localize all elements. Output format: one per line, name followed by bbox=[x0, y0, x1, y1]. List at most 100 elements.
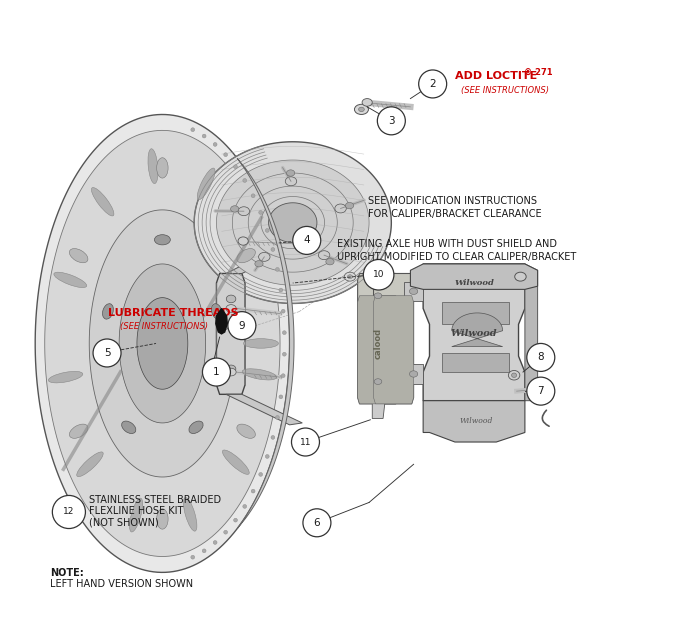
Polygon shape bbox=[404, 364, 423, 384]
Ellipse shape bbox=[48, 371, 83, 383]
Ellipse shape bbox=[224, 153, 228, 156]
Text: SEE MODIFICATION INSTRUCTIONS: SEE MODIFICATION INSTRUCTIONS bbox=[368, 196, 537, 206]
Text: NOTE:: NOTE: bbox=[50, 568, 83, 578]
Polygon shape bbox=[226, 394, 302, 425]
Polygon shape bbox=[119, 264, 206, 423]
Circle shape bbox=[527, 343, 555, 371]
Polygon shape bbox=[226, 242, 302, 273]
Polygon shape bbox=[194, 142, 391, 303]
Ellipse shape bbox=[197, 168, 215, 200]
Polygon shape bbox=[45, 130, 280, 556]
Ellipse shape bbox=[251, 194, 255, 198]
Ellipse shape bbox=[265, 228, 270, 232]
Ellipse shape bbox=[224, 530, 228, 534]
Ellipse shape bbox=[237, 424, 256, 438]
Circle shape bbox=[52, 495, 85, 529]
Text: (NOT SHOWN): (NOT SHOWN) bbox=[89, 518, 159, 528]
Text: 12: 12 bbox=[63, 508, 75, 516]
Ellipse shape bbox=[410, 371, 418, 377]
Ellipse shape bbox=[326, 258, 334, 265]
Ellipse shape bbox=[362, 99, 372, 106]
Polygon shape bbox=[442, 302, 509, 324]
Polygon shape bbox=[404, 282, 423, 301]
Text: 8: 8 bbox=[538, 352, 544, 363]
Ellipse shape bbox=[157, 158, 168, 178]
Ellipse shape bbox=[226, 368, 236, 376]
Polygon shape bbox=[216, 273, 245, 394]
Ellipse shape bbox=[410, 288, 418, 294]
Polygon shape bbox=[261, 197, 325, 249]
Ellipse shape bbox=[242, 369, 276, 380]
Polygon shape bbox=[358, 296, 398, 404]
Text: 7: 7 bbox=[538, 386, 544, 396]
Ellipse shape bbox=[238, 207, 250, 216]
Ellipse shape bbox=[102, 303, 113, 319]
Polygon shape bbox=[237, 158, 294, 529]
Text: FOR CALIPER/BRACKET CLEARANCE: FOR CALIPER/BRACKET CLEARANCE bbox=[368, 209, 541, 219]
Ellipse shape bbox=[374, 293, 382, 299]
Ellipse shape bbox=[286, 170, 295, 176]
Ellipse shape bbox=[282, 352, 286, 356]
Text: ® 271: ® 271 bbox=[524, 68, 552, 77]
Ellipse shape bbox=[271, 247, 275, 251]
Ellipse shape bbox=[238, 237, 248, 245]
Ellipse shape bbox=[77, 452, 103, 476]
Ellipse shape bbox=[514, 272, 526, 281]
Ellipse shape bbox=[234, 165, 237, 169]
Polygon shape bbox=[410, 264, 538, 289]
Text: STAINLESS STEEL BRAIDED: STAINLESS STEEL BRAIDED bbox=[89, 495, 221, 505]
Ellipse shape bbox=[183, 497, 197, 531]
Ellipse shape bbox=[148, 149, 158, 184]
Text: 4: 4 bbox=[303, 235, 310, 245]
Polygon shape bbox=[216, 160, 369, 285]
Ellipse shape bbox=[230, 206, 239, 212]
Ellipse shape bbox=[251, 489, 255, 493]
Ellipse shape bbox=[347, 275, 353, 279]
Polygon shape bbox=[452, 313, 503, 347]
Ellipse shape bbox=[344, 272, 356, 281]
Polygon shape bbox=[216, 308, 228, 334]
Ellipse shape bbox=[219, 321, 229, 329]
Ellipse shape bbox=[282, 331, 286, 335]
Text: Wilwood: Wilwood bbox=[459, 417, 493, 425]
Ellipse shape bbox=[276, 268, 279, 272]
Ellipse shape bbox=[214, 142, 217, 146]
Polygon shape bbox=[89, 210, 235, 477]
Ellipse shape bbox=[226, 365, 236, 373]
Text: LUBRICATE THREADS: LUBRICATE THREADS bbox=[108, 308, 239, 318]
Text: 3: 3 bbox=[388, 116, 395, 126]
Ellipse shape bbox=[265, 455, 270, 459]
Ellipse shape bbox=[202, 134, 206, 138]
Ellipse shape bbox=[279, 395, 283, 399]
Text: LEFT HAND VERSION SHOWN: LEFT HAND VERSION SHOWN bbox=[50, 579, 193, 590]
Circle shape bbox=[527, 377, 555, 405]
Ellipse shape bbox=[512, 373, 517, 377]
Text: ADD LOCTITE: ADD LOCTITE bbox=[455, 71, 537, 81]
Ellipse shape bbox=[281, 309, 285, 313]
Ellipse shape bbox=[286, 177, 297, 186]
Polygon shape bbox=[35, 114, 290, 572]
Ellipse shape bbox=[69, 424, 88, 438]
Circle shape bbox=[363, 259, 394, 290]
Ellipse shape bbox=[69, 249, 88, 263]
Text: 1: 1 bbox=[213, 367, 220, 377]
Ellipse shape bbox=[226, 305, 236, 312]
Ellipse shape bbox=[243, 504, 246, 508]
Ellipse shape bbox=[223, 450, 249, 474]
Polygon shape bbox=[358, 273, 398, 404]
Ellipse shape bbox=[243, 179, 246, 183]
Ellipse shape bbox=[157, 509, 168, 529]
Ellipse shape bbox=[279, 288, 283, 292]
Ellipse shape bbox=[54, 272, 87, 287]
Text: 5: 5 bbox=[104, 348, 111, 358]
Circle shape bbox=[293, 226, 321, 254]
Ellipse shape bbox=[189, 421, 203, 434]
Circle shape bbox=[419, 70, 447, 98]
Polygon shape bbox=[442, 353, 509, 372]
Polygon shape bbox=[269, 203, 317, 242]
Text: 6: 6 bbox=[314, 518, 320, 528]
Ellipse shape bbox=[271, 436, 275, 439]
Ellipse shape bbox=[258, 252, 270, 261]
Polygon shape bbox=[423, 264, 525, 401]
Ellipse shape bbox=[508, 370, 520, 380]
